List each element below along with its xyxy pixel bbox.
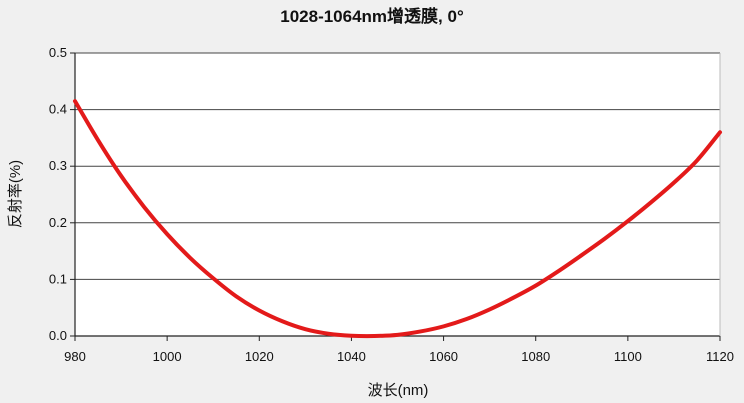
plot-area: [75, 53, 720, 336]
series-layer: [73, 99, 722, 339]
series-line-0: [73, 99, 722, 339]
y-tick-label: 0.2: [49, 215, 67, 230]
x-tick-label: 1080: [521, 349, 550, 364]
y-tick-label: 0.3: [49, 158, 67, 173]
y-tick-label: 0.0: [49, 328, 67, 343]
x-tick-label: 1120: [706, 349, 734, 364]
y-tick-label: 0.4: [49, 102, 67, 117]
x-tick-label: 1100: [614, 349, 642, 364]
x-tick-label: 980: [64, 349, 86, 364]
chart-title: 1028-1064nm增透膜, 0°: [280, 6, 464, 26]
x-tick-label: 1020: [245, 349, 274, 364]
x-axis-label: 波长(nm): [368, 382, 429, 399]
x-tick-label: 1000: [153, 349, 182, 364]
x-tick-label: 1060: [429, 349, 458, 364]
y-tick-label: 0.5: [49, 45, 67, 60]
x-tick-label: 1040: [337, 349, 366, 364]
y-axis-label: 反射率(%): [7, 160, 24, 228]
gridlines: [75, 52, 720, 280]
y-tick-label: 0.1: [49, 271, 67, 286]
tick-labels: 0.0 0.1 0.2 0.3 0.4 0.5 980 1000 1020 1040 1060 108…: [49, 45, 734, 364]
